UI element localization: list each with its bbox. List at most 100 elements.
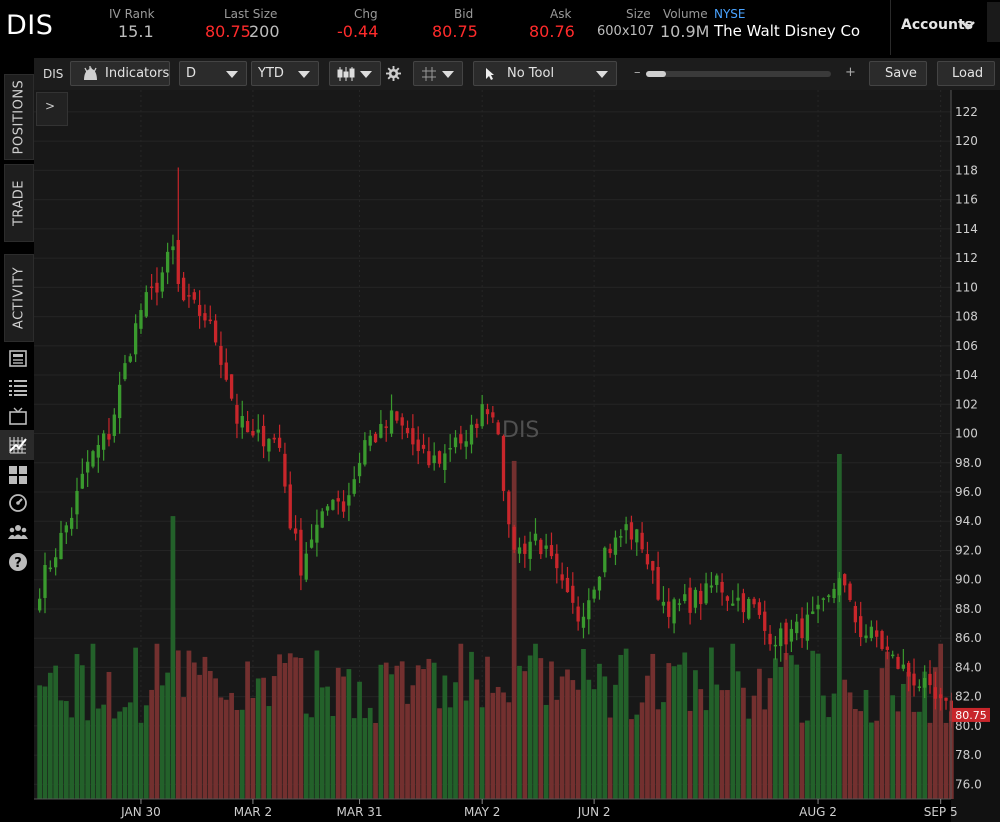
volume-bar [490, 692, 496, 799]
volume-bar [650, 653, 656, 799]
size-value: 600x107 [597, 24, 655, 39]
community-icon[interactable] [8, 522, 28, 542]
volume-bar [170, 516, 176, 799]
zoom-out-button[interactable]: – [634, 65, 641, 80]
indicators-button[interactable]: Indicators [70, 61, 170, 86]
candle-body [368, 435, 372, 446]
volume-bar [932, 667, 938, 799]
date-axis: JAN 30 MAR 2 MAR 31 MAY 2 JUN 2 AUG 2 SEP 5 [120, 799, 958, 819]
expand-panel-button[interactable]: > [36, 92, 68, 126]
y-tick-label: 96.0 [955, 485, 982, 499]
save-button[interactable]: Save [869, 61, 927, 86]
candle-body [117, 384, 122, 419]
candle-body [528, 541, 532, 559]
aggregation-dropdown[interactable]: D [179, 61, 247, 86]
tab-activity[interactable]: ACTIVITY [4, 254, 34, 342]
candle-body [331, 499, 335, 510]
accounts-menu[interactable]: Accounts [890, 0, 1000, 55]
candle-body [251, 430, 255, 436]
candle-body [347, 495, 351, 506]
volume-bar [186, 650, 192, 799]
price-chart[interactable]: DIS 122 120 118 116 114 112 110 108 106 104 102 100… [34, 90, 1000, 822]
volume-bar [197, 674, 202, 799]
zoom-slider[interactable] [646, 71, 831, 77]
timeframe-dropdown[interactable]: YTD [251, 61, 319, 86]
quote-bar: DIS IV Rank 15.1 Last Size 80.75 200 Chg… [0, 0, 1000, 58]
candle-body [480, 404, 484, 427]
x-tick-label: MAR 31 [337, 805, 383, 819]
volume-bar [805, 720, 810, 799]
candle-body [411, 428, 415, 445]
drawing-style-dropdown[interactable] [413, 61, 463, 86]
candle-body [133, 323, 138, 355]
candle-body [517, 547, 522, 554]
zoom-in-button[interactable]: + [845, 65, 856, 80]
volume-bar [485, 656, 490, 799]
candle-body [592, 589, 596, 599]
bid-value[interactable]: 80.75 [432, 22, 478, 41]
tab-positions[interactable]: POSITIONS [4, 74, 34, 160]
news-icon[interactable] [8, 348, 28, 368]
volume-bar [762, 709, 768, 799]
load-button[interactable]: Load [937, 61, 995, 86]
volume-bar [661, 702, 666, 799]
candle-body [832, 588, 836, 599]
volume-bar [703, 710, 709, 799]
zoom-slider-thumb[interactable] [646, 71, 666, 77]
save-label: Save [885, 66, 917, 81]
candle-body [848, 583, 852, 601]
settings-gear-icon[interactable] [386, 66, 401, 81]
volume-bar [698, 689, 704, 799]
volume-bar [309, 717, 314, 799]
tab-activity-label: ACTIVITY [11, 266, 27, 330]
y-tick-label: 120 [955, 134, 978, 148]
volume-bar [938, 643, 944, 799]
candle-body [341, 501, 346, 512]
volume-bar [789, 655, 794, 799]
tv-icon[interactable] [8, 406, 28, 426]
candle-body [75, 490, 79, 515]
charts-nav-active[interactable] [0, 430, 34, 460]
candle-body [384, 426, 388, 428]
candle-body [59, 532, 63, 560]
volume-bar [287, 653, 293, 799]
x-tick-label: JUN 2 [577, 805, 611, 819]
volume-bar [271, 676, 277, 799]
candle-body [389, 410, 394, 434]
candle-body [453, 437, 458, 448]
candle-body [54, 557, 58, 568]
tab-trade[interactable]: TRADE [4, 164, 34, 242]
volume-bar [906, 671, 912, 799]
chart-style-dropdown[interactable] [329, 61, 381, 86]
volume-bar [858, 711, 864, 799]
volume-bar [725, 690, 730, 799]
ask-value[interactable]: 80.76 [529, 22, 575, 41]
quote-symbol[interactable]: DIS [6, 10, 54, 41]
help-icon[interactable]: ? [8, 552, 28, 572]
candle-body [469, 424, 474, 445]
volume-bar [671, 666, 677, 799]
volume-bar [202, 656, 208, 799]
y-tick-label: 82.0 [955, 690, 982, 704]
candle-body [837, 578, 842, 596]
volume-bar [890, 695, 896, 799]
volume-bar [730, 643, 736, 799]
drawing-tool-dropdown[interactable]: No Tool [473, 61, 617, 86]
candle-body [859, 616, 863, 638]
candle-body [907, 662, 911, 677]
candle-body [507, 491, 511, 525]
list-icon[interactable] [8, 377, 28, 397]
grid-icon[interactable] [8, 465, 28, 485]
last-price: 80.75 [205, 22, 251, 41]
candle-body [704, 583, 708, 604]
iv-rank-value: 15.1 [118, 22, 154, 41]
volume-bar [687, 710, 693, 799]
candle-body [677, 603, 682, 605]
volume-bar [389, 674, 394, 799]
analyze-icon[interactable] [8, 493, 28, 513]
y-tick-label: 76.0 [955, 777, 982, 791]
toolbar-symbol[interactable]: DIS [43, 67, 64, 81]
candle-body [549, 545, 554, 557]
volume-bar [895, 711, 901, 799]
y-tick-label: 108 [955, 310, 978, 324]
